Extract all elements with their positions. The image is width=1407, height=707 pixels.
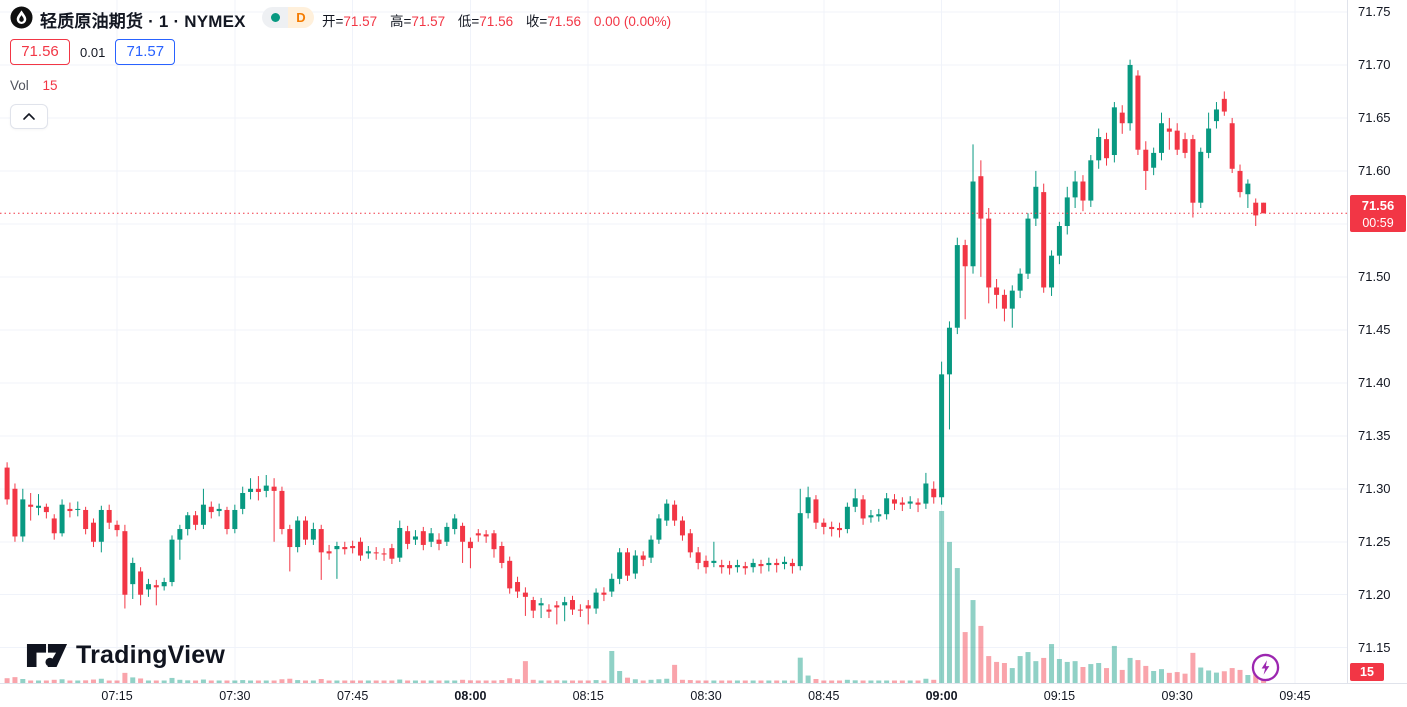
time-axis[interactable]: 07:15 07:30 07:45 08:00 08:15 08:30 08:45 09:00…	[0, 683, 1407, 707]
tradingview-watermark[interactable]: TradingView	[26, 641, 225, 670]
chart-header: 轻质原油期货 · 1 · NYMEX D 开=71.57 高=71.57 低=7…	[0, 0, 1407, 34]
current-volume-badge: 15	[1350, 663, 1384, 681]
tradingview-watermark-text: TradingView	[76, 641, 226, 669]
collapse-panel-button[interactable]	[10, 104, 48, 129]
close-label: 收=	[525, 14, 548, 29]
current-price: 71.56	[1361, 198, 1395, 214]
time-tick-label: 08:30	[690, 689, 722, 703]
open-label: 开=	[322, 14, 344, 29]
chevron-up-icon	[23, 113, 35, 120]
price-tick-label: 71.65	[1358, 109, 1391, 125]
low-label: 低=	[457, 14, 480, 29]
interval-pill[interactable]: D	[262, 7, 314, 28]
time-tick-label: 09:15	[1043, 689, 1076, 703]
symbol-title[interactable]: 轻质原油期货 · 1 · NYMEX	[40, 12, 246, 31]
volume-indicator-row: Vol 15	[10, 78, 58, 93]
price-tick-label: 71.20	[1358, 586, 1391, 602]
trade-panel: 71.56 0.01 71.57	[10, 39, 176, 65]
high-label: 高=	[389, 14, 412, 29]
buy-button[interactable]: 71.57	[115, 39, 176, 65]
time-tick-label: 09:45	[1279, 689, 1311, 703]
candlestick-chart[interactable]	[0, 0, 1347, 683]
price-tick-label: 71.15	[1358, 639, 1391, 655]
price-tick-label: 71.60	[1358, 162, 1391, 178]
lightning-trade-icon[interactable]	[1251, 653, 1280, 682]
tradingview-logo-icon	[26, 644, 68, 667]
close-value: 71.56	[547, 14, 582, 29]
time-tick-label: 07:15	[101, 689, 133, 703]
price-tick-label: 71.30	[1358, 480, 1391, 496]
time-tick-label: 07:30	[219, 689, 251, 703]
market-open-dot-icon	[270, 13, 280, 22]
price-tick-label: 71.70	[1358, 56, 1391, 72]
spread-value: 0.01	[80, 44, 106, 60]
change-value: 0.00 (0.00%)	[593, 14, 672, 29]
price-tick-label: 71.75	[1358, 3, 1391, 19]
low-value: 71.56	[479, 14, 514, 29]
time-tick-label: 08:45	[808, 689, 840, 703]
price-tick-label: 71.45	[1358, 321, 1391, 337]
time-tick-label: 09:30	[1161, 689, 1193, 703]
volume-indicator-value: 15	[42, 78, 58, 93]
time-tick-label: 08:00	[454, 689, 487, 703]
symbol-logo-icon[interactable]	[10, 6, 33, 29]
price-axis[interactable]: 71.75 71.70 71.65 71.60 71.50 71.45 71.40 71.35…	[1347, 0, 1407, 683]
price-tick-label: 71.50	[1358, 268, 1391, 284]
price-tick-label: 71.35	[1358, 427, 1391, 443]
price-tick-label: 71.25	[1358, 533, 1391, 549]
high-value: 71.57	[411, 14, 446, 29]
bar-countdown: 00:59	[1362, 215, 1394, 230]
price-tick-label: 71.40	[1358, 374, 1391, 390]
time-tick-label: 09:00	[925, 689, 958, 703]
open-value: 71.57	[343, 14, 378, 29]
sell-button[interactable]: 71.56	[10, 39, 70, 65]
time-tick-label: 08:15	[572, 689, 604, 703]
market-status-segment	[262, 7, 288, 28]
time-tick-label: 07:45	[336, 689, 369, 703]
volume-indicator-label: Vol	[10, 78, 29, 93]
timeframe-badge[interactable]: D	[288, 7, 314, 28]
chart-canvas[interactable]	[0, 0, 1347, 683]
current-price-badge: 71.56 00:59	[1350, 195, 1406, 233]
ohlc-legend: 开=71.57 高=71.57 低=71.56 收=71.56 0.00 (0.…	[322, 10, 671, 30]
